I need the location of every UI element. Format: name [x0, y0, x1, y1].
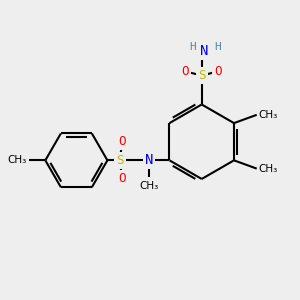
- Text: CH₃: CH₃: [139, 181, 158, 191]
- Text: H: H: [189, 42, 196, 52]
- Text: CH₃: CH₃: [259, 164, 278, 174]
- Text: S: S: [116, 154, 124, 167]
- Text: N: N: [145, 153, 153, 167]
- Text: CH₃: CH₃: [259, 110, 278, 120]
- Text: O: O: [118, 135, 126, 148]
- Text: S: S: [198, 69, 206, 82]
- Text: N: N: [200, 44, 208, 58]
- Text: O: O: [214, 65, 222, 78]
- Text: H: H: [214, 42, 221, 52]
- Text: O: O: [118, 172, 126, 185]
- Text: O: O: [182, 65, 189, 78]
- Text: CH₃: CH₃: [8, 155, 27, 165]
